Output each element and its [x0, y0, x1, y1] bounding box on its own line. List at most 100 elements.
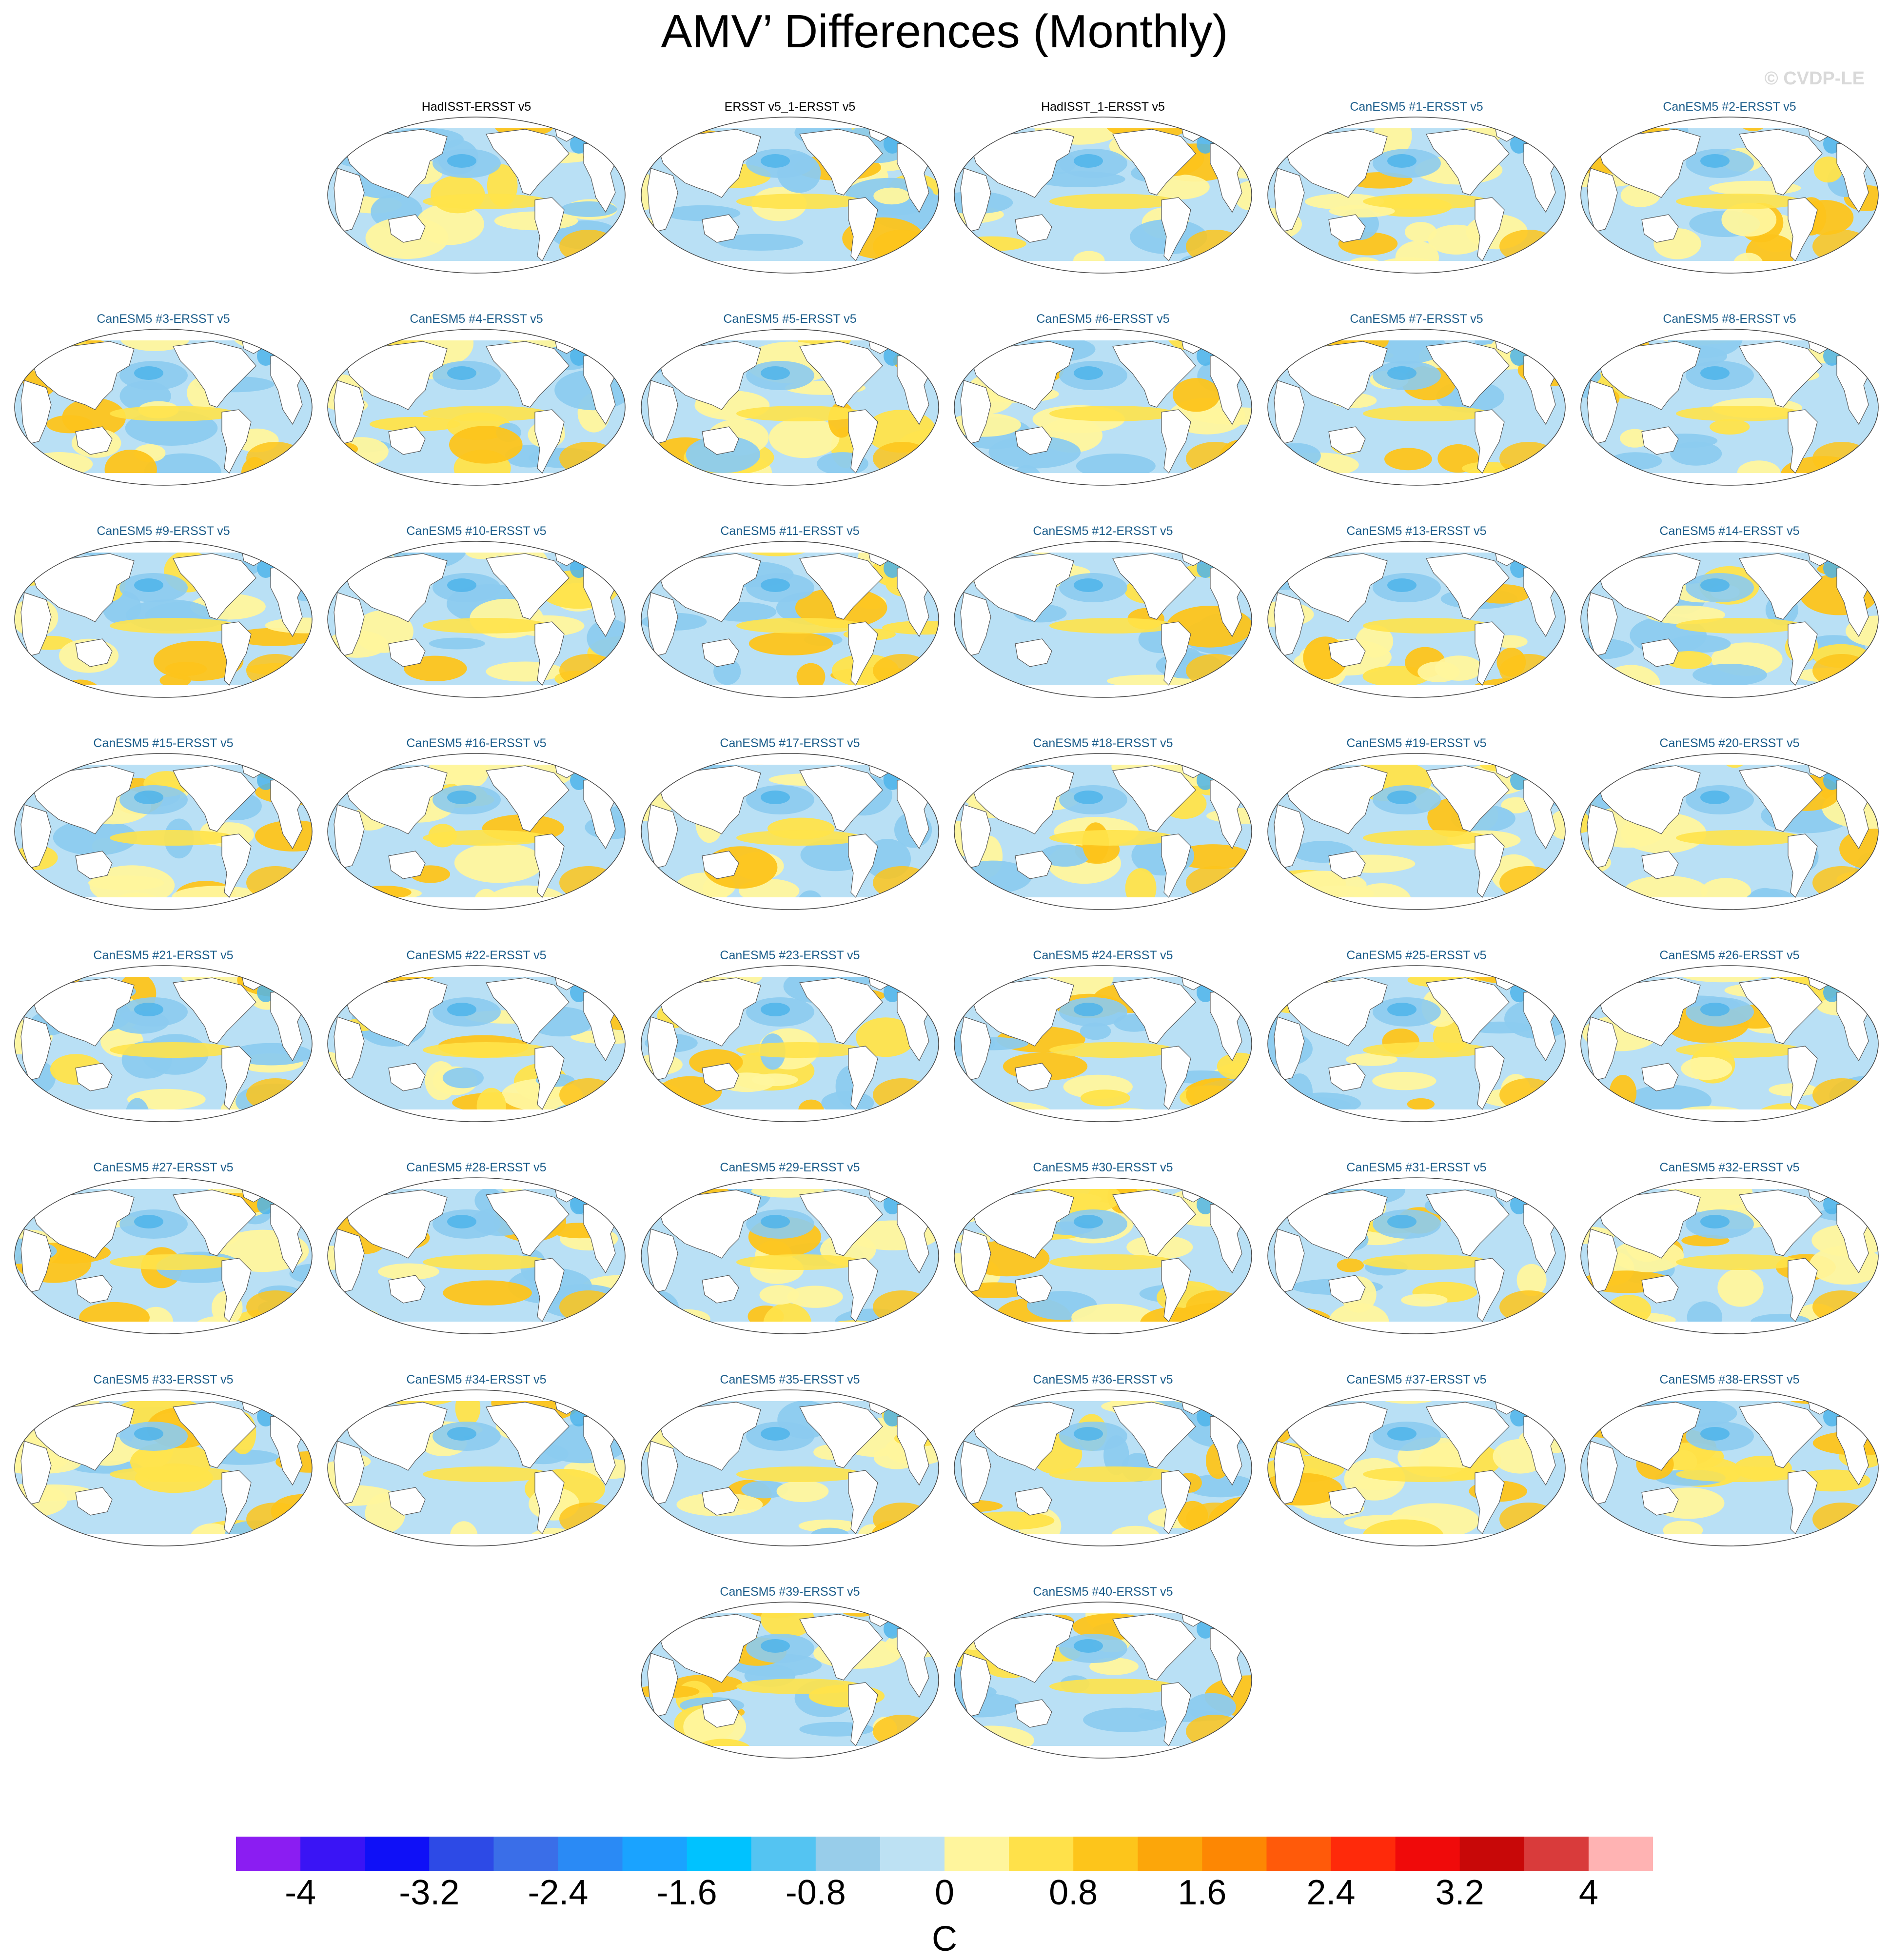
continent — [20, 1228, 52, 1293]
colorbar-tick-label: 1.6 — [1178, 1873, 1227, 1912]
continent — [534, 833, 565, 898]
map-panel: CanESM5 #24-ERSST v5 — [949, 949, 1257, 1173]
continent — [334, 1441, 365, 1505]
map-panel: HadISST-ERSST v5 — [323, 100, 630, 324]
panel-title: CanESM5 #4-ERSST v5 — [410, 312, 543, 326]
continent — [960, 1228, 991, 1293]
continent — [1739, 1402, 1823, 1468]
colorbar-tick-label: 2.4 — [1306, 1873, 1356, 1912]
robinson-map — [954, 329, 1252, 486]
continent — [647, 804, 678, 869]
continent — [1475, 409, 1505, 474]
anomaly-field — [641, 1602, 939, 1758]
continent — [1426, 1189, 1510, 1256]
map-panel: CanESM5 #17-ERSST v5 — [636, 736, 944, 961]
colorbar-tick-label: -3.2 — [399, 1873, 460, 1912]
continent — [1328, 851, 1366, 879]
robinson-map — [954, 753, 1252, 910]
panel-title: CanESM5 #38-ERSST v5 — [1659, 1373, 1800, 1386]
panel-title: CanESM5 #35-ERSST v5 — [720, 1373, 860, 1386]
continent — [486, 1189, 570, 1256]
continent — [647, 1016, 678, 1081]
continent — [702, 214, 739, 243]
colorbar-segment — [493, 1837, 558, 1871]
continent — [1739, 977, 1823, 1044]
map-panel: CanESM5 #34-ERSST v5 — [323, 1373, 630, 1597]
anomaly-field — [1268, 966, 1565, 1122]
continent — [647, 1441, 678, 1505]
continent — [534, 1046, 565, 1110]
panel-title: CanESM5 #25-ERSST v5 — [1346, 949, 1487, 962]
panel-title: CanESM5 #36-ERSST v5 — [1033, 1373, 1173, 1386]
continent — [848, 409, 878, 474]
robinson-map — [1267, 965, 1566, 1122]
continent — [848, 1258, 878, 1323]
anomaly-field — [954, 117, 1252, 273]
panel-title: CanESM5 #24-ERSST v5 — [1033, 949, 1173, 962]
continent — [221, 409, 252, 474]
map-panel: CanESM5 #40-ERSST v5 — [949, 1585, 1257, 1809]
continent — [388, 638, 426, 667]
anomaly-field — [328, 1390, 625, 1546]
continent — [334, 592, 365, 656]
map-panel: CanESM5 #1-ERSST v5 — [1263, 100, 1570, 324]
colorbar-segment — [1202, 1837, 1267, 1871]
continent — [647, 1653, 678, 1717]
colorbar-segment — [1009, 1837, 1074, 1871]
anomaly-field — [1581, 1390, 1878, 1546]
continent — [221, 1046, 252, 1110]
panel-title: CanESM5 #11-ERSST v5 — [720, 524, 860, 538]
robinson-map — [1267, 117, 1566, 274]
panel-title: CanESM5 #21-ERSST v5 — [93, 949, 234, 962]
continent — [1015, 426, 1052, 455]
continent — [31, 1189, 135, 1259]
continent — [1112, 977, 1196, 1044]
continent — [702, 426, 739, 455]
continent — [31, 765, 135, 834]
panel-title: CanESM5 #34-ERSST v5 — [406, 1373, 547, 1386]
colorbar-tick-label: 4 — [1578, 1873, 1598, 1912]
continent — [1328, 214, 1366, 243]
robinson-map — [1267, 1389, 1566, 1546]
continent — [1274, 1016, 1305, 1081]
continent — [1284, 1402, 1388, 1471]
anomaly-field — [1581, 966, 1878, 1122]
colorbar-tick-label: 0.8 — [1049, 1873, 1098, 1912]
continent — [173, 553, 256, 620]
continent — [1788, 833, 1818, 898]
map-panel: CanESM5 #22-ERSST v5 — [323, 949, 630, 1173]
continent — [971, 1614, 1074, 1683]
continent — [1328, 426, 1366, 455]
continent — [173, 977, 256, 1044]
continent — [1597, 765, 1701, 834]
robinson-map — [641, 753, 939, 910]
panel-title: CanESM5 #22-ERSST v5 — [406, 949, 547, 962]
continent — [1274, 804, 1305, 869]
continent — [1426, 341, 1510, 408]
map-panel: CanESM5 #11-ERSST v5 — [636, 524, 944, 749]
continent — [1112, 1402, 1196, 1468]
map-panel: CanESM5 #2-ERSST v5 — [1576, 100, 1883, 324]
anomaly-field — [15, 329, 312, 485]
continent — [1475, 1046, 1505, 1110]
continent — [1597, 553, 1701, 622]
continent — [486, 765, 570, 832]
panel-title: CanESM5 #9-ERSST v5 — [97, 524, 230, 538]
continent — [1641, 1487, 1679, 1516]
robinson-map — [954, 117, 1252, 274]
map-panel: CanESM5 #31-ERSST v5 — [1263, 1161, 1570, 1385]
panel-title: CanESM5 #14-ERSST v5 — [1659, 524, 1800, 538]
continent — [1739, 553, 1823, 620]
colorbar-tick-label: -2.4 — [528, 1873, 589, 1912]
continent — [1587, 1016, 1618, 1081]
panel-title: CanESM5 #5-ERSST v5 — [723, 312, 857, 326]
continent — [647, 1228, 678, 1293]
anomaly-field — [1581, 1178, 1878, 1334]
continent — [1475, 197, 1505, 262]
continent — [658, 765, 761, 834]
map-panel: CanESM5 #33-ERSST v5 — [10, 1373, 317, 1597]
continent — [1641, 214, 1679, 243]
continent — [31, 341, 135, 410]
continent — [486, 341, 570, 408]
continent — [388, 851, 426, 879]
